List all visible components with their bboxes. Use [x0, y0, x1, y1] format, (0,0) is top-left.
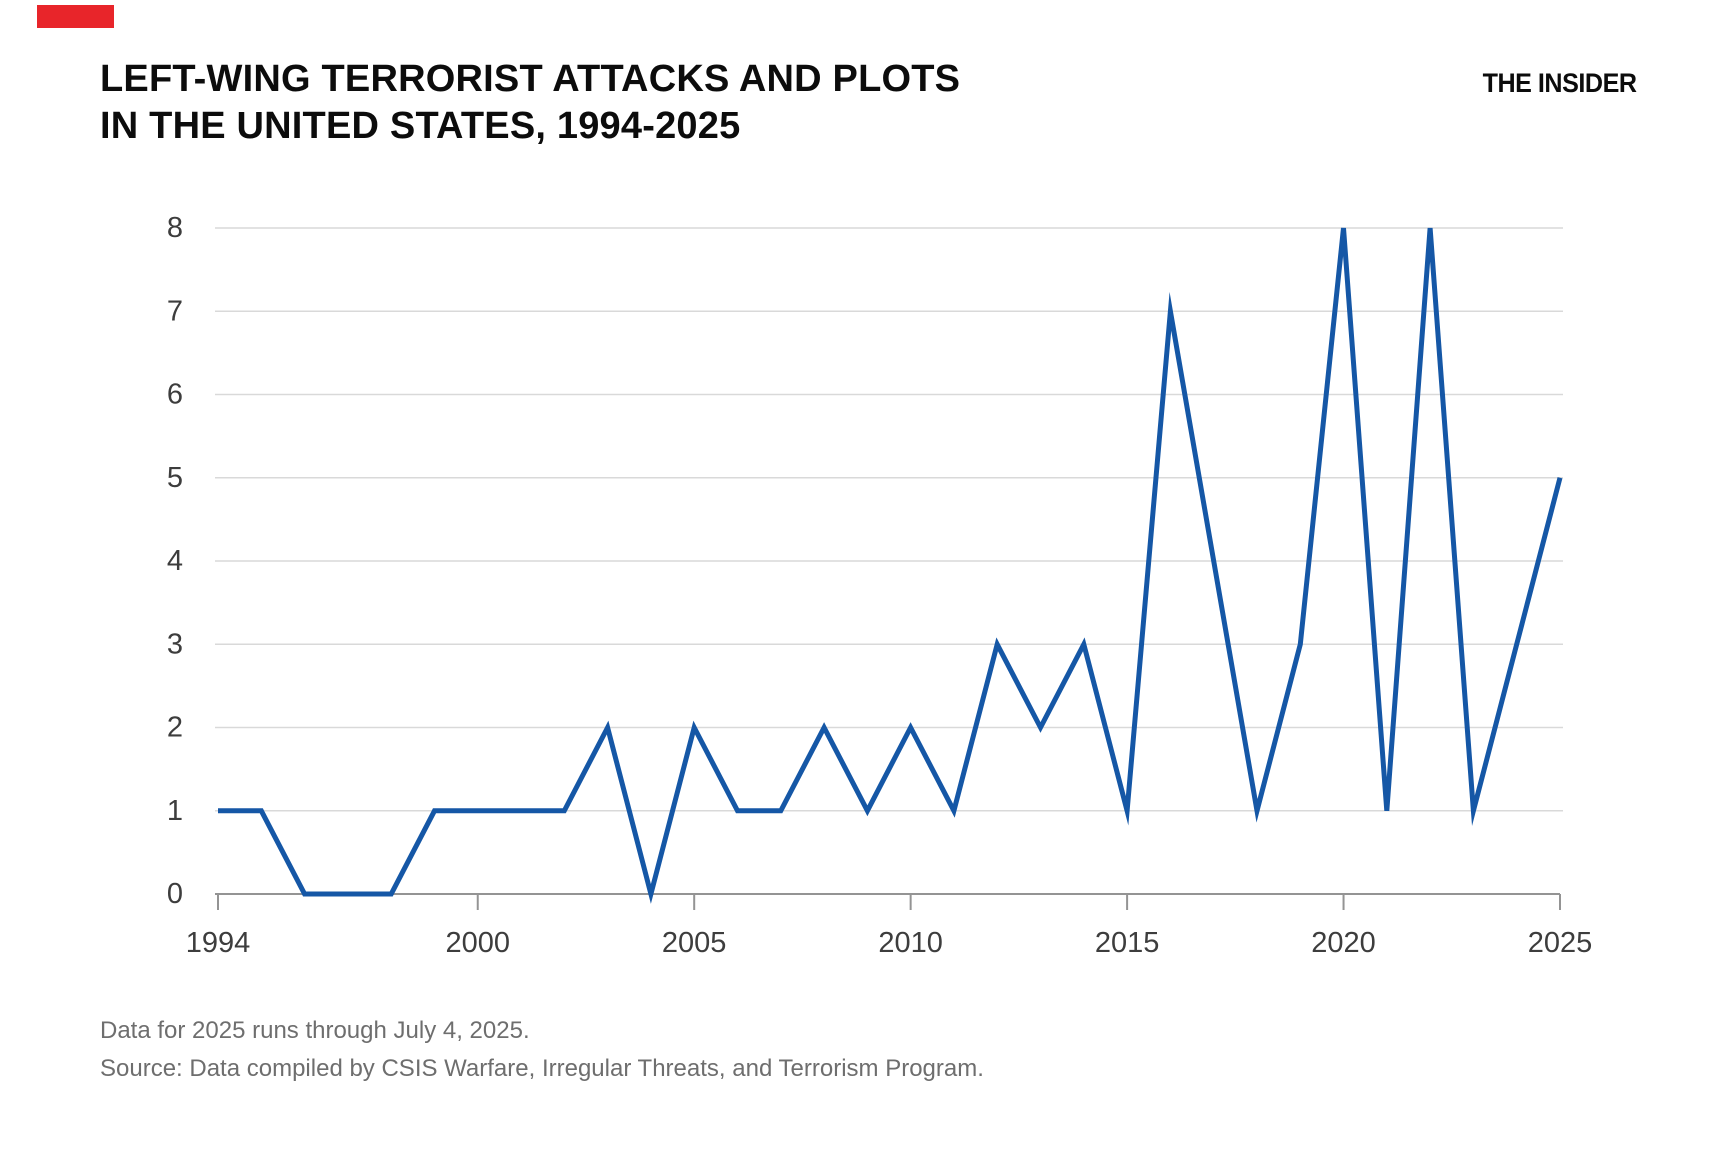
chart-title-line2: IN THE UNITED STATES, 1994-2025: [100, 105, 741, 147]
y-tick-label: 8: [167, 212, 183, 244]
x-tick-label: 2015: [1095, 927, 1160, 959]
data-line: [218, 227, 1563, 904]
y-tick-label: 2: [167, 712, 183, 744]
x-tick-label: 2025: [1528, 927, 1593, 959]
y-tick-label: 0: [167, 878, 183, 910]
x-tick-label: 1994: [186, 927, 251, 959]
x-tick-label: 2010: [878, 927, 943, 959]
x-tick-label: 2000: [445, 927, 510, 959]
y-tick-label: 5: [167, 462, 183, 494]
publisher-logo: THE INSIDER: [1483, 68, 1637, 98]
data-footnote: Data for 2025 runs through July 4, 2025.: [100, 1017, 530, 1044]
y-tick-label: 3: [167, 628, 183, 660]
brand-flag: [37, 5, 114, 28]
chart-title-line1: LEFT-WING TERRORIST ATTACKS AND PLOTS: [100, 58, 961, 100]
y-tick-label: 1: [167, 795, 183, 827]
x-tick-label: 2020: [1311, 927, 1376, 959]
chart-title: LEFT-WING TERRORIST ATTACKS AND PLOTS IN…: [100, 56, 960, 150]
x-tick-label: 2005: [662, 927, 727, 959]
y-tick-label: 4: [167, 545, 183, 577]
source-note: Source: Data compiled by CSIS Warfare, I…: [100, 1055, 984, 1082]
y-tick-label: 6: [167, 379, 183, 411]
y-tick-label: 7: [167, 295, 183, 327]
